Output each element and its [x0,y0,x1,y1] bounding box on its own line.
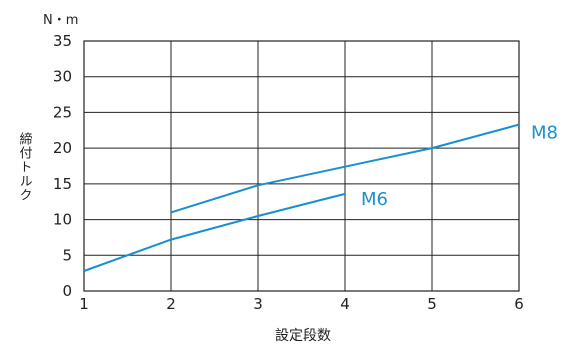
y-tick-label: 25 [53,103,72,121]
x-tick-label: 5 [427,295,437,313]
y-tick-label: 35 [53,32,72,50]
series-line-m6 [83,192,346,272]
series-line-m8 [170,123,520,214]
y-tick-label: 30 [53,68,72,86]
x-axis-label: 設定段数 [275,328,331,344]
y-axis-label: 締付トルク [17,131,33,202]
y-tick-label: 10 [53,211,72,229]
y-tick-label: 20 [53,139,72,157]
y-tick-label: 15 [53,175,72,193]
series-labels: M6 M8 [361,123,558,210]
x-tick-label: 6 [514,295,524,313]
y-axis-ticks: 0 5 10 15 20 25 30 35 [53,32,72,300]
x-tick-label: 3 [253,295,263,313]
series-label-m8: M8 [531,123,558,144]
y-axis-unit: N・m [43,13,78,28]
y-tick-label: 5 [62,246,72,264]
x-tick-label: 2 [166,295,176,313]
x-tick-label: 1 [79,295,89,313]
x-tick-label: 4 [340,295,350,313]
grid [84,41,519,291]
series-label-m6: M6 [361,189,388,210]
y-tick-label: 0 [62,282,72,300]
plot-frame [83,40,520,292]
series-lines [83,123,520,272]
x-axis-ticks: 1 2 3 4 5 6 [79,295,524,313]
